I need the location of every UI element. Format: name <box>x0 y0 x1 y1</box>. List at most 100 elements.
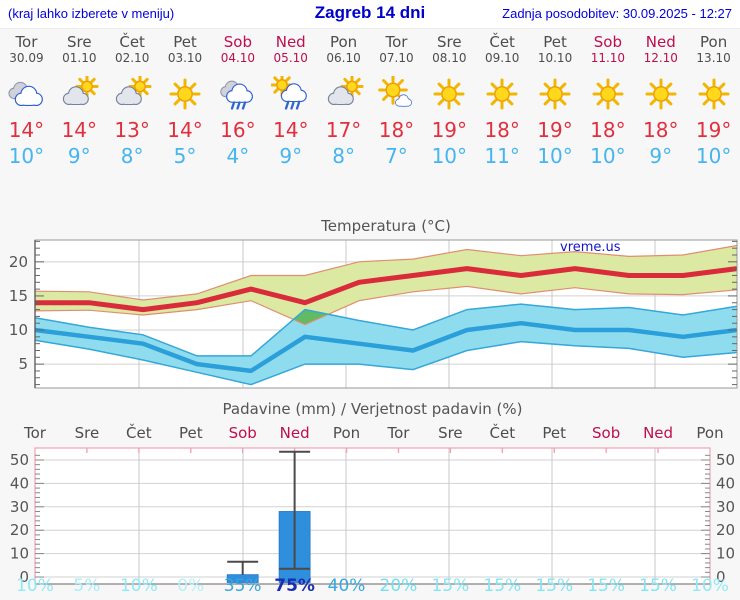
precip-probability-label: 20% <box>379 576 418 596</box>
weather-icon-cell <box>53 76 106 116</box>
day-date-label: 07.10 <box>379 51 414 65</box>
sun-cloud-icon <box>327 76 364 106</box>
precip-day-label: Sre <box>74 424 100 442</box>
forecast-day-column: Pon 06.10 17° 8° <box>317 30 370 170</box>
day-name-label: Čet <box>489 33 515 51</box>
min-temp-value: 9° <box>67 144 91 168</box>
sun-icon <box>592 78 624 110</box>
weather-icon-cell <box>211 76 264 116</box>
day-name-label: Ned <box>645 33 676 51</box>
max-temp-value: 18° <box>590 118 626 142</box>
min-temp-value: 8° <box>120 144 144 168</box>
temp-y-axis-label: 10 <box>9 321 28 339</box>
max-temp-value: 14° <box>8 118 45 142</box>
precip-probability-label: 15% <box>483 576 522 596</box>
day-date-label: 09.10 <box>484 51 520 65</box>
precip-day-label: Sre <box>438 424 463 442</box>
day-name-label: Tor <box>15 33 38 51</box>
precip-y-axis-label-left: 20 <box>10 521 29 539</box>
cloudy-icon <box>8 81 44 107</box>
precip-probability-label: 75% <box>274 576 315 596</box>
max-temp-value: 14° <box>61 118 98 142</box>
forecast-day-column: Čet 02.10 13° 8° <box>106 30 159 170</box>
forecast-day-column: Tor 30.09 14° 10° <box>0 30 53 170</box>
max-temp-value: 16° <box>220 118 256 142</box>
precip-day-label: Pet <box>178 424 203 442</box>
max-temp-value: 14° <box>273 118 309 142</box>
min-temp-value: 11° <box>484 144 520 168</box>
precip-day-label: Sob <box>228 424 257 442</box>
location-menu-hint: (kraj lahko izberete v meniju) <box>8 6 175 21</box>
day-date-label: 06.10 <box>326 51 361 65</box>
precip-day-label: Ned <box>279 424 310 442</box>
precip-day-label: Sob <box>592 424 621 442</box>
temp-y-axis-label: 15 <box>9 287 28 305</box>
band-overlap-region <box>294 309 328 325</box>
day-name-label: Sob <box>223 33 252 51</box>
weather-icon-cell <box>264 76 317 116</box>
precip-y-axis-label-right: 50 <box>716 451 735 469</box>
last-update-text: Zadnja posodobitev: 30.09.2025 - 12:27 <box>502 6 732 21</box>
sun-icon <box>539 78 571 110</box>
precip-y-axis-label-right: 20 <box>716 521 735 539</box>
precip-day-label: Čet <box>126 424 152 442</box>
precip-probability-label: 35% <box>223 576 262 596</box>
temp-y-axis-label: 5 <box>18 355 28 373</box>
max-temp-value: 19° <box>695 118 732 142</box>
precip-day-label: Tor <box>24 424 46 442</box>
forecast-day-column: Ned 05.10 14° 9° <box>264 30 317 170</box>
max-temp-line <box>35 266 738 313</box>
day-date-label: 02.10 <box>114 51 150 65</box>
day-date-label: 05.10 <box>273 51 308 65</box>
max-temp-value: 18° <box>643 118 679 142</box>
forecast-day-column: Sob 11.10 18° 10° <box>581 30 634 170</box>
weather-icon-cell <box>159 76 212 116</box>
sun-icon <box>486 78 518 110</box>
day-date-label: 30.09 <box>9 51 44 65</box>
day-date-label: 10.10 <box>537 51 573 65</box>
weather-icon-cell <box>529 76 582 116</box>
vreme-us-watermark[interactable]: vreme.us <box>560 240 621 255</box>
precip-day-label: Čet <box>489 424 516 442</box>
precip-y-axis-label-right: 10 <box>716 545 735 563</box>
max-temp-value: 19° <box>431 118 468 142</box>
precip-day-label-row: Tor Sre Čet Pet Sob Ned Pon Tor Sre Čet Pet Sob Ned P… <box>0 424 740 442</box>
min-temp-value: 10° <box>590 144 626 168</box>
precipitation-chart-svg: 0 0 10 10 20 20 30 30 40 40 50 50 <box>10 447 735 586</box>
min-temp-value: 10° <box>695 144 732 168</box>
min-temp-line <box>34 320 738 374</box>
min-temp-value: 10° <box>431 144 468 168</box>
max-temp-value: 18° <box>378 118 415 142</box>
forecast-day-column: Sre 08.10 19° 10° <box>423 30 476 170</box>
max-temp-value: 17° <box>325 118 362 142</box>
day-name-label: Pet <box>173 33 197 51</box>
precip-y-axis-label-right: 40 <box>716 474 735 492</box>
precip-y-axis-label-left: 10 <box>10 545 29 563</box>
rain-icon <box>220 80 253 110</box>
precip-day-label: Pon <box>332 424 361 442</box>
day-name-label: Pon <box>329 33 358 51</box>
forecast-day-column: Sre 01.10 14° 9° <box>53 30 106 170</box>
forecast-day-column: Pet 10.10 19° 10° <box>529 30 582 170</box>
forecast-day-column: Ned 12.10 18° 9° <box>634 30 687 170</box>
weather-icon-cell <box>476 76 529 116</box>
sun-icon <box>169 78 201 110</box>
sun-small-cloud-icon <box>378 76 413 107</box>
forecast-day-column: Sob 04.10 16° 4° <box>211 30 264 170</box>
precip-probability-label: 15% <box>535 576 574 596</box>
day-name-label: Čet <box>119 33 145 51</box>
temp-chart-title: Temperatura (°C) <box>321 217 451 235</box>
precip-day-label: Ned <box>643 424 674 442</box>
day-date-label: 04.10 <box>220 51 256 65</box>
max-temp-uncertainty-band <box>35 245 737 325</box>
day-name-label: Sre <box>66 33 92 51</box>
forecast-day-column: Pet 03.10 14° 5° <box>159 30 212 170</box>
day-date-label: 11.10 <box>590 51 626 65</box>
min-temp-value: 8° <box>332 144 355 168</box>
precip-y-axis-label-right: 30 <box>716 498 735 516</box>
min-temp-value: 10° <box>537 144 573 168</box>
weather-icon-cell <box>317 76 370 116</box>
day-date-label: 03.10 <box>167 51 203 65</box>
min-temp-value: 9° <box>649 144 673 168</box>
